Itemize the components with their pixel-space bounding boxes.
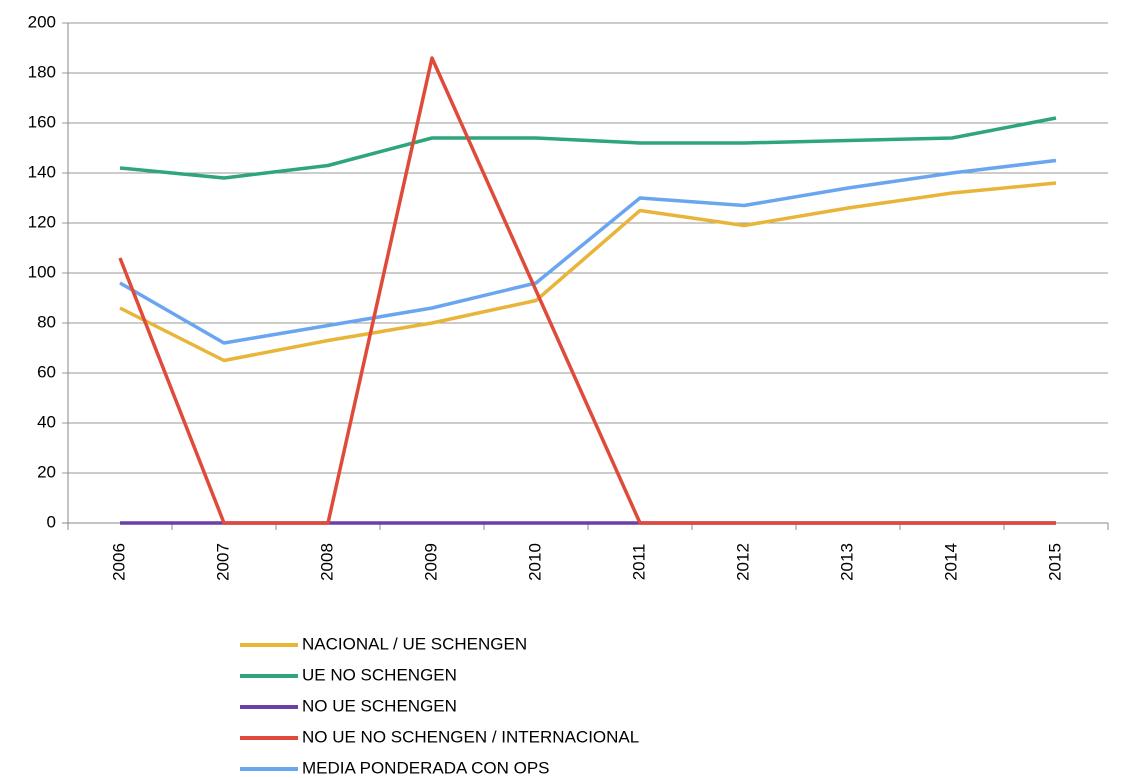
legend-label: NO UE SCHENGEN	[302, 696, 457, 715]
y-tick-label: 120	[28, 212, 56, 231]
x-tick-label: 2010	[525, 543, 544, 581]
legend-label: UE NO SCHENGEN	[302, 665, 457, 684]
x-tick-label: 2008	[317, 543, 336, 581]
y-tick-label: 40	[37, 412, 56, 431]
legend-label: NO UE NO SCHENGEN / INTERNACIONAL	[302, 727, 639, 746]
x-tick-label: 2006	[109, 543, 128, 581]
y-tick-label: 140	[28, 162, 56, 181]
line	[119, 158, 1057, 345]
x-tick-label: 2007	[213, 543, 232, 581]
y-tick-label: 80	[37, 312, 56, 331]
x-tick-label: 2014	[941, 543, 960, 581]
y-tick-label: 180	[28, 62, 56, 81]
x-tick-label: 2015	[1045, 543, 1064, 581]
line	[118, 56, 1056, 525]
legend-label: NACIONAL / UE SCHENGEN	[302, 634, 527, 653]
line	[119, 181, 1057, 363]
x-tick-label: 2011	[629, 544, 648, 581]
y-tick-label: 200	[28, 12, 56, 31]
y-tick-label: 100	[28, 262, 56, 281]
x-tick-label: 2012	[733, 543, 752, 581]
line	[119, 116, 1057, 180]
y-tick-label: 160	[28, 112, 56, 131]
y-tick-label: 0	[47, 512, 56, 531]
y-tick-label: 20	[37, 462, 56, 481]
x-tick-label: 2013	[837, 543, 856, 581]
legend-label: MEDIA PONDERADA CON OPS	[302, 758, 550, 777]
x-tick-label: 2009	[421, 543, 440, 581]
y-tick-label: 60	[37, 362, 56, 381]
